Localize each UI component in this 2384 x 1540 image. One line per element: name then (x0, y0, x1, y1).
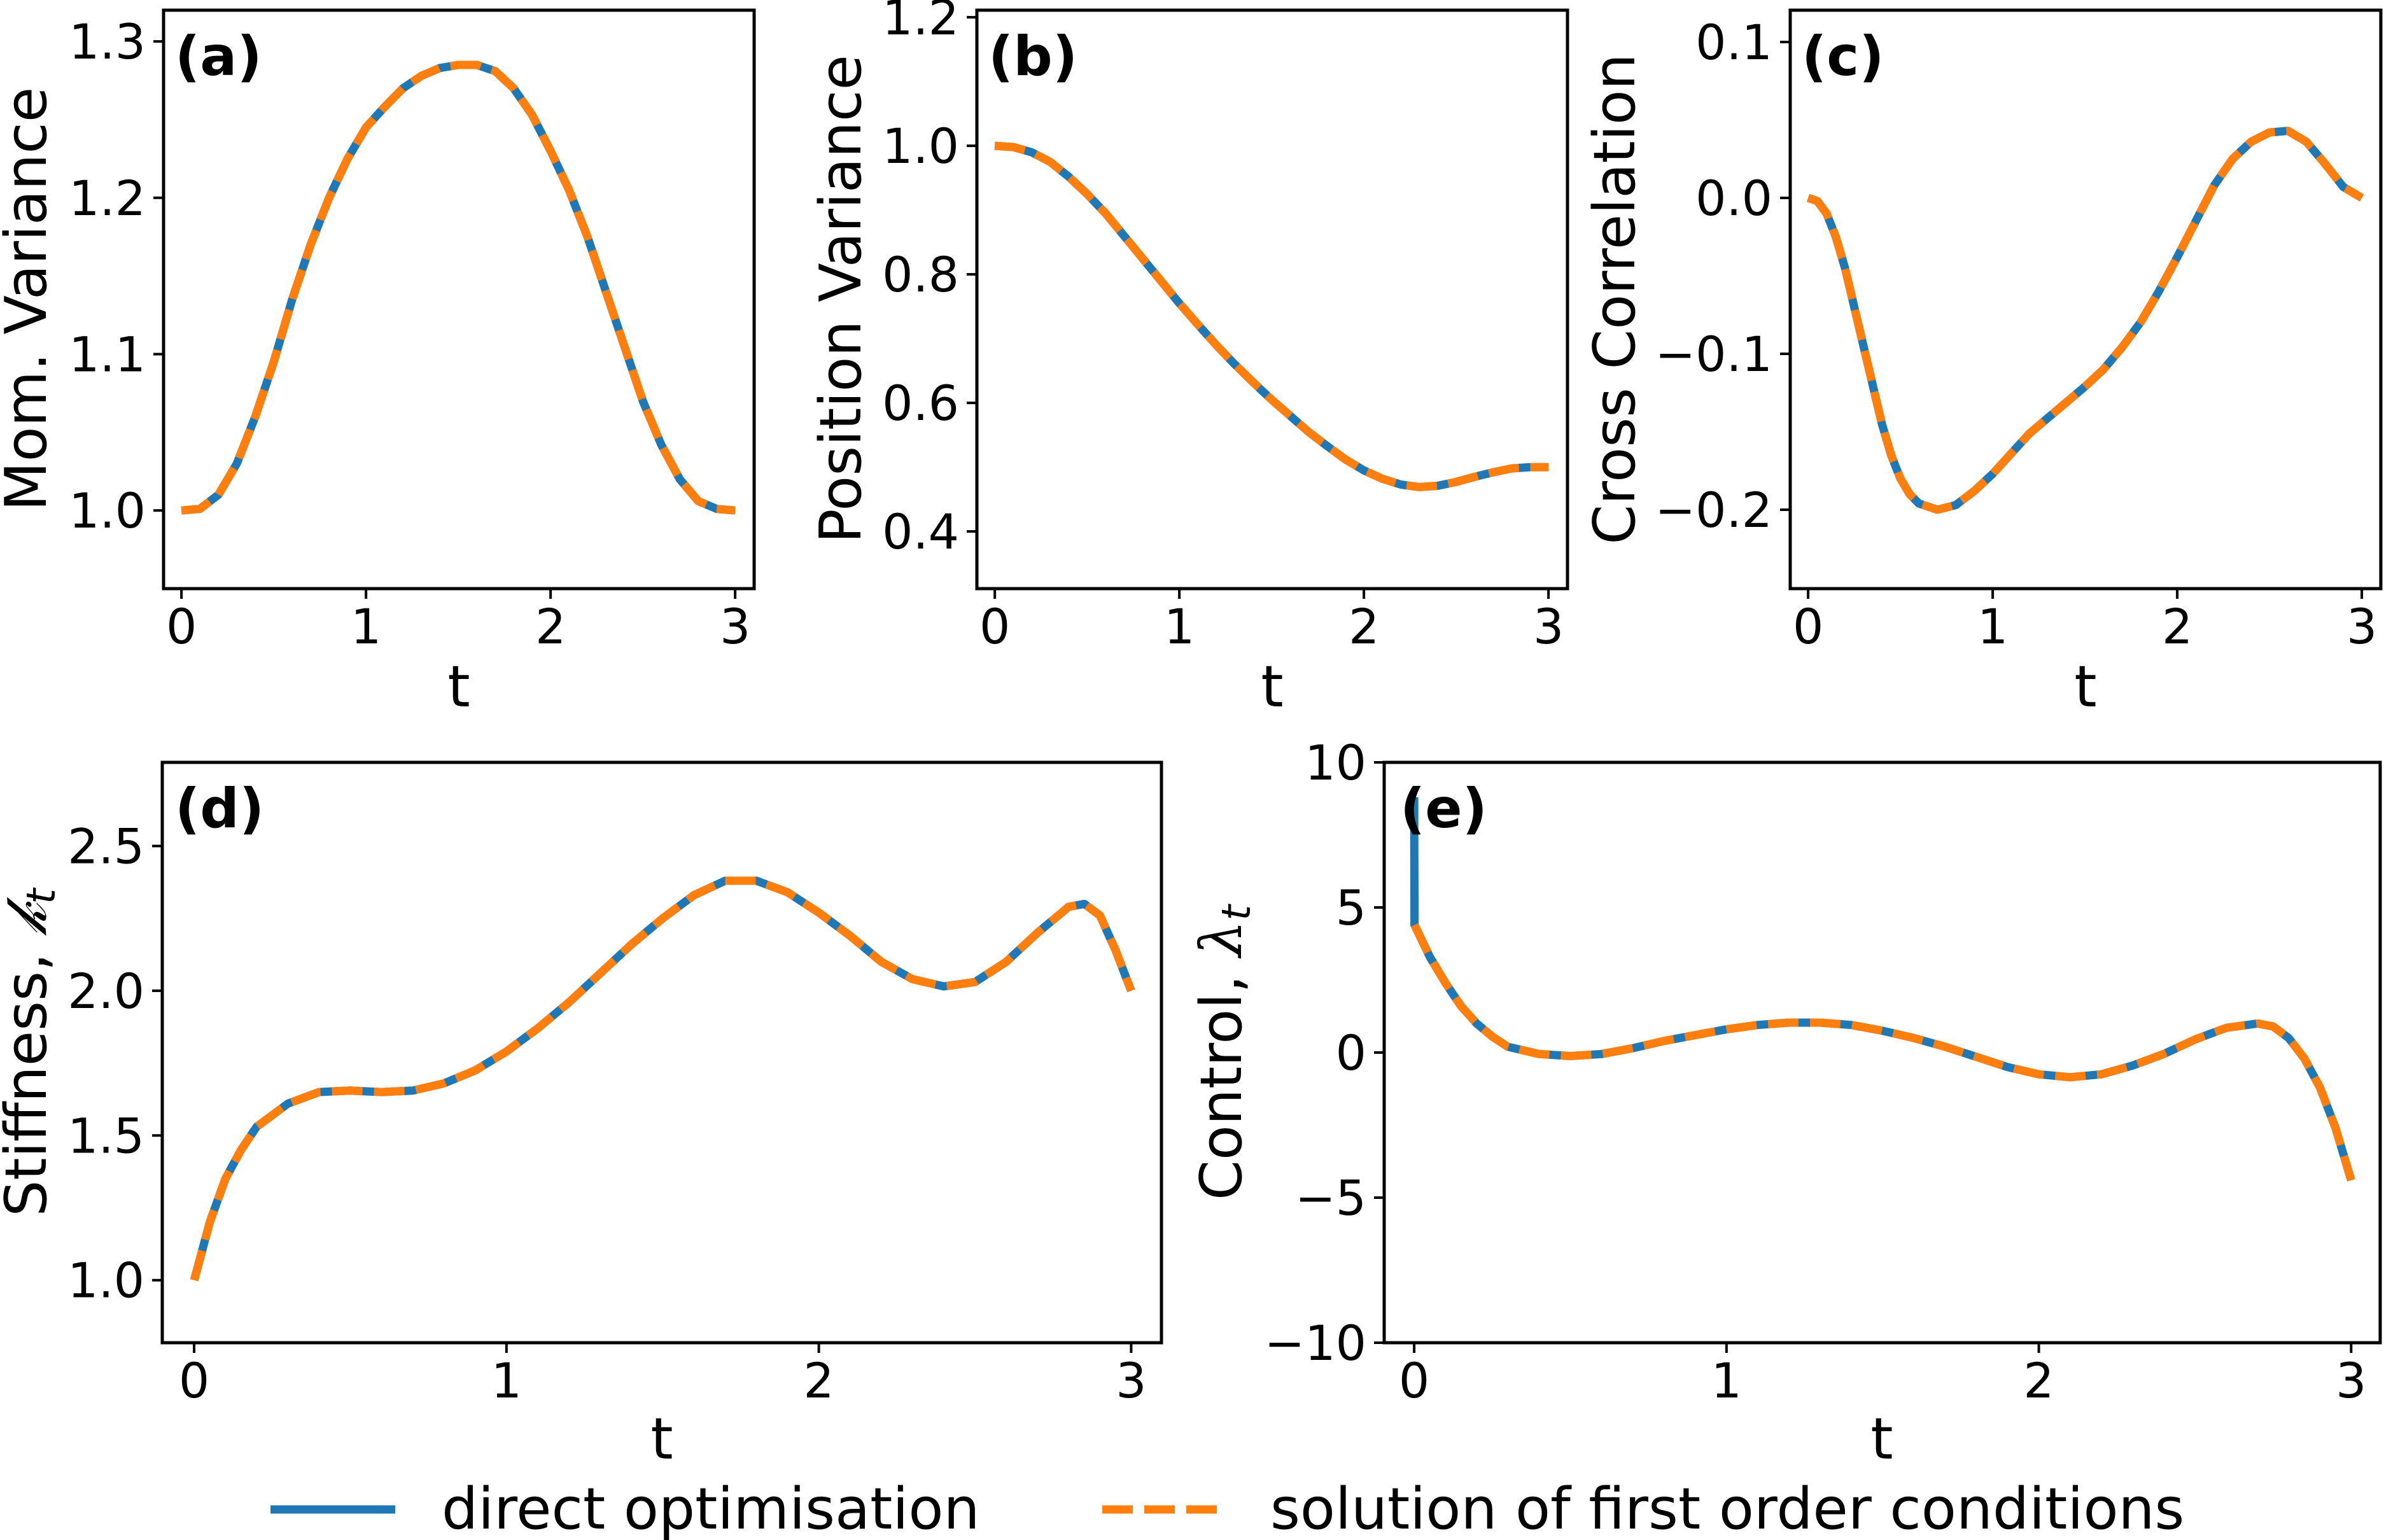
y-tick-label: 10 (1305, 734, 1366, 791)
x-tick-label: 0 (1793, 598, 1823, 655)
panel-c: t Cross Correlation 0 1 2 3 −0.2 −0.1 0.0 0.1 (c… (1581, 8, 2383, 720)
series-direct-optimisation (181, 60, 736, 515)
y-tick-label: 1.5 (67, 1107, 144, 1164)
y-tick-label: 1.2 (69, 170, 146, 227)
y-axis-label-symbol: λ (1188, 920, 1255, 958)
y-axis-label: Control, λt (1188, 903, 1259, 1200)
y-tick-label: 1.0 (69, 482, 146, 539)
x-axis-label: t (650, 1406, 673, 1473)
y-tick-label: 1.0 (67, 1252, 144, 1309)
series-direct-optimisation (1410, 797, 2355, 1182)
x-tick-label: 1 (1711, 1352, 1742, 1409)
y-tick-label: −0.2 (1655, 482, 1772, 538)
legend: direct optimisation solution of first or… (270, 1476, 2184, 1540)
series-first-order-conditions (190, 876, 1135, 1282)
y-axis-label: Cross Correlation (1581, 53, 1648, 545)
y-axis-label: Mom. Variance (0, 87, 60, 511)
y-axis-label-text: Stiffness, (0, 935, 60, 1217)
series-layer (994, 141, 1549, 491)
y-tick-label: 0.6 (882, 375, 959, 431)
x-tick-label: 0 (179, 1352, 209, 1409)
x-tick-label: 3 (2346, 598, 2377, 655)
legend-entry-direct: direct optimisation (270, 1476, 980, 1540)
series-direct-optimisation (190, 876, 1135, 1282)
x-tick-label: 2 (803, 1352, 834, 1409)
panel-tag: (d) (175, 777, 264, 841)
x-tick-label: 0 (166, 598, 197, 655)
series-layer (181, 60, 736, 515)
x-tick-label: 2 (1349, 598, 1379, 655)
panel-tag: (e) (1400, 777, 1487, 841)
panel-tag: (b) (988, 25, 1077, 88)
y-tick-label: 1.0 (882, 118, 959, 174)
y-axis-label-subscript: t (1213, 903, 1259, 920)
y-tick-label: 1.3 (69, 13, 146, 70)
series-direct-optimisation (994, 141, 1549, 491)
x-tick-label: 3 (2336, 1352, 2366, 1409)
panel-tag: (c) (1802, 25, 1884, 88)
y-axis-label: Position Variance (808, 55, 874, 543)
x-axis-label: t (447, 654, 470, 720)
x-tick-label: 2 (2023, 1352, 2054, 1409)
y-axis-label: Stiffness, 𝓀t (0, 887, 64, 1217)
x-axis-label: t (2074, 654, 2096, 720)
y-tick-label: −10 (1265, 1315, 1366, 1371)
series-layer (1807, 127, 2364, 514)
y-axis-label-subscript: t (18, 887, 64, 904)
x-tick-label: 1 (491, 1352, 522, 1409)
series-layer (190, 876, 1135, 1282)
x-axis-label: t (1870, 1406, 1893, 1473)
panel-tag: (a) (175, 25, 262, 88)
panel-d: t Stiffness, 𝓀t 0 1 2 3 1.0 1.5 2.0 2.5 (d) (0, 760, 1163, 1473)
y-tick-label: 0.8 (882, 246, 959, 303)
x-tick-label: 3 (1533, 598, 1564, 655)
axes-frame (162, 8, 756, 591)
y-tick-label: 0 (1336, 1025, 1366, 1081)
series-first-order-conditions (994, 141, 1549, 491)
y-tick-label: 1.2 (882, 0, 959, 46)
x-tick-label: 0 (979, 598, 1010, 655)
x-tick-label: 1 (1977, 598, 2008, 655)
y-tick-label: 0.0 (1695, 170, 1772, 227)
x-tick-label: 3 (1116, 1352, 1146, 1409)
x-tick-label: 2 (2162, 598, 2192, 655)
y-tick-label: −5 (1295, 1170, 1366, 1226)
legend-entry-foc: solution of first order conditions (1102, 1476, 2184, 1540)
x-axis-label: t (1261, 654, 1283, 720)
y-tick-label: 2.5 (67, 818, 144, 874)
y-tick-label: 2.0 (67, 963, 144, 1019)
series-layer (1410, 797, 2355, 1182)
x-tick-label: 3 (720, 598, 750, 655)
series-first-order-conditions (1410, 923, 2355, 1182)
legend-label: direct optimisation (442, 1476, 980, 1540)
series-first-order-conditions (181, 60, 736, 515)
legend-label: solution of first order conditions (1270, 1476, 2184, 1540)
x-tick-label: 1 (351, 598, 381, 655)
y-tick-label: 5 (1336, 879, 1366, 936)
y-tick-label: 0.1 (1695, 14, 1772, 71)
y-axis-label-text: Control, (1188, 956, 1255, 1200)
x-tick-label: 2 (535, 598, 566, 655)
panel-a: t Mom. Variance 0 1 2 3 1.0 1.1 1.2 1.3 (a) (0, 8, 756, 720)
axes-frame (975, 8, 1569, 591)
y-tick-label: 1.1 (69, 326, 146, 382)
series-first-order-conditions (1807, 127, 2364, 514)
x-tick-label: 0 (1399, 1352, 1429, 1409)
x-tick-label: 1 (1164, 598, 1195, 655)
panel-b: t Position Variance 0 1 2 3 0.4 0.6 0.8 1.0 1.2 (… (808, 0, 1569, 720)
y-tick-label: −0.1 (1655, 326, 1772, 382)
axes-frame (1788, 8, 2383, 591)
axes-frame (160, 760, 1163, 1345)
y-tick-label: 0.4 (882, 503, 959, 560)
